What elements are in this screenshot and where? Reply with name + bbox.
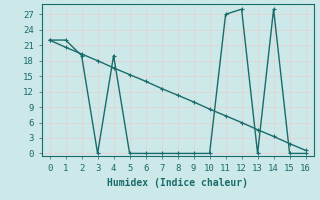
X-axis label: Humidex (Indice chaleur): Humidex (Indice chaleur) bbox=[107, 178, 248, 188]
